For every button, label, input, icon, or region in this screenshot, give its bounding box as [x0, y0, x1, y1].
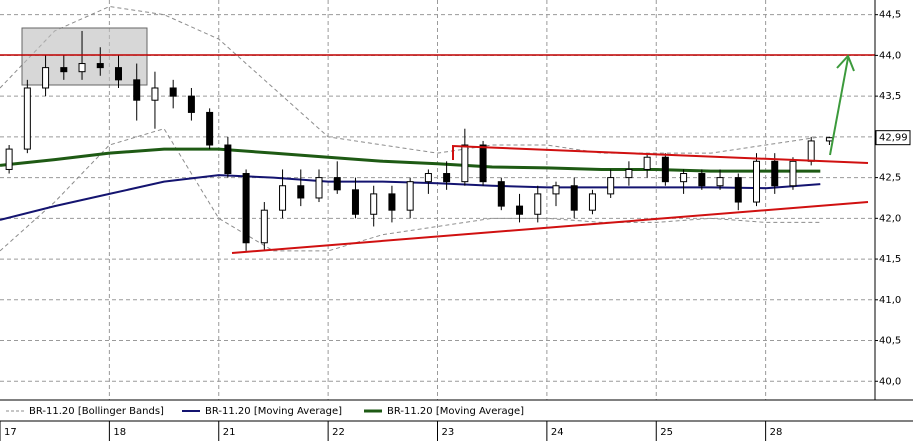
candle-body	[206, 111, 214, 146]
candle-body	[424, 173, 432, 183]
candles	[5, 30, 833, 251]
legend-label: BR-11.20 [Bollinger Bands]	[29, 406, 164, 417]
candle-body	[534, 193, 542, 215]
trend-upper	[452, 144, 869, 164]
candle-body	[716, 177, 724, 187]
candle-body	[242, 173, 250, 244]
candle-body	[807, 140, 815, 162]
x-tick-label: 21	[223, 427, 236, 438]
legend: BR-11.20 [Bollinger Bands] BR-11.20 [Movi…	[6, 406, 524, 417]
last-price-box	[875, 130, 911, 146]
highlight-box	[21, 27, 148, 86]
trend-lower	[231, 201, 869, 254]
x-tick-label: 24	[551, 427, 564, 438]
bands	[0, 6, 821, 252]
candle-body	[607, 177, 615, 195]
bollinger-band	[0, 6, 821, 154]
candle-body	[388, 193, 396, 211]
candle-body	[661, 156, 669, 183]
candle-body	[479, 144, 487, 183]
candle-body	[5, 148, 13, 170]
candle-body	[461, 144, 469, 183]
candle-body	[516, 205, 524, 215]
candle-body	[315, 177, 323, 199]
y-tick-label: 44,0	[879, 50, 901, 61]
candle-body	[351, 189, 359, 215]
x-tick-label: 23	[442, 427, 455, 438]
x-tick-label: 18	[113, 427, 126, 438]
x-tick-label: 25	[660, 427, 673, 438]
candle-body	[625, 168, 633, 179]
candle-body	[297, 185, 305, 199]
candle-body	[497, 181, 505, 207]
candle-body	[169, 87, 177, 97]
y-tick-label: 41,5	[879, 254, 901, 265]
y-tick-label: 40,0	[879, 376, 901, 387]
candle-body	[23, 87, 31, 150]
y-tick-label: 42,5	[879, 173, 901, 184]
candle-body	[570, 185, 578, 211]
candle-body	[60, 67, 68, 73]
candle-body	[443, 173, 451, 183]
axes: 40,040,541,041,542,042,543,043,544,044,5…	[0, 10, 911, 441]
candle-body	[187, 95, 195, 113]
legend-label: BR-11.20 [Moving Average]	[205, 406, 342, 417]
candle-body	[224, 144, 232, 175]
x-tick-label: 17	[4, 427, 17, 438]
candle-body	[680, 173, 688, 183]
grid	[0, 0, 875, 400]
y-tick-label: 42,0	[879, 213, 901, 224]
candle-body	[771, 160, 779, 187]
arrow-shaft	[829, 57, 849, 156]
y-tick-label: 43,5	[879, 91, 901, 102]
y-tick-label: 40,5	[879, 336, 901, 347]
candle-body	[151, 87, 159, 101]
candle-body	[133, 79, 141, 101]
x-tick-label: 22	[332, 427, 345, 438]
candle-body	[552, 185, 560, 195]
candle-body	[789, 160, 797, 187]
candle-body	[333, 177, 341, 191]
arrow-head	[836, 54, 855, 72]
candle-body	[78, 63, 86, 73]
candle-body	[643, 156, 651, 170]
legend-label: BR-11.20 [Moving Average]	[387, 406, 524, 417]
candle-body	[734, 177, 742, 203]
candle-body	[42, 67, 50, 89]
arrow	[829, 54, 855, 156]
candle-body	[698, 173, 706, 187]
candle-body	[753, 160, 761, 203]
bollinger-band	[0, 128, 821, 252]
candle-body	[114, 67, 122, 81]
last-price-label: 42,99	[879, 133, 908, 144]
candle-body	[370, 193, 378, 215]
candle-body	[825, 137, 833, 142]
x-tick-label: 28	[770, 427, 783, 438]
y-tick-label: 44,5	[879, 10, 901, 21]
candle-body	[260, 209, 268, 244]
candle-body	[406, 181, 414, 211]
y-tick-label: 41,0	[879, 295, 901, 306]
candle-body	[96, 63, 104, 69]
candle-body	[279, 185, 287, 211]
candle-body	[588, 193, 596, 211]
